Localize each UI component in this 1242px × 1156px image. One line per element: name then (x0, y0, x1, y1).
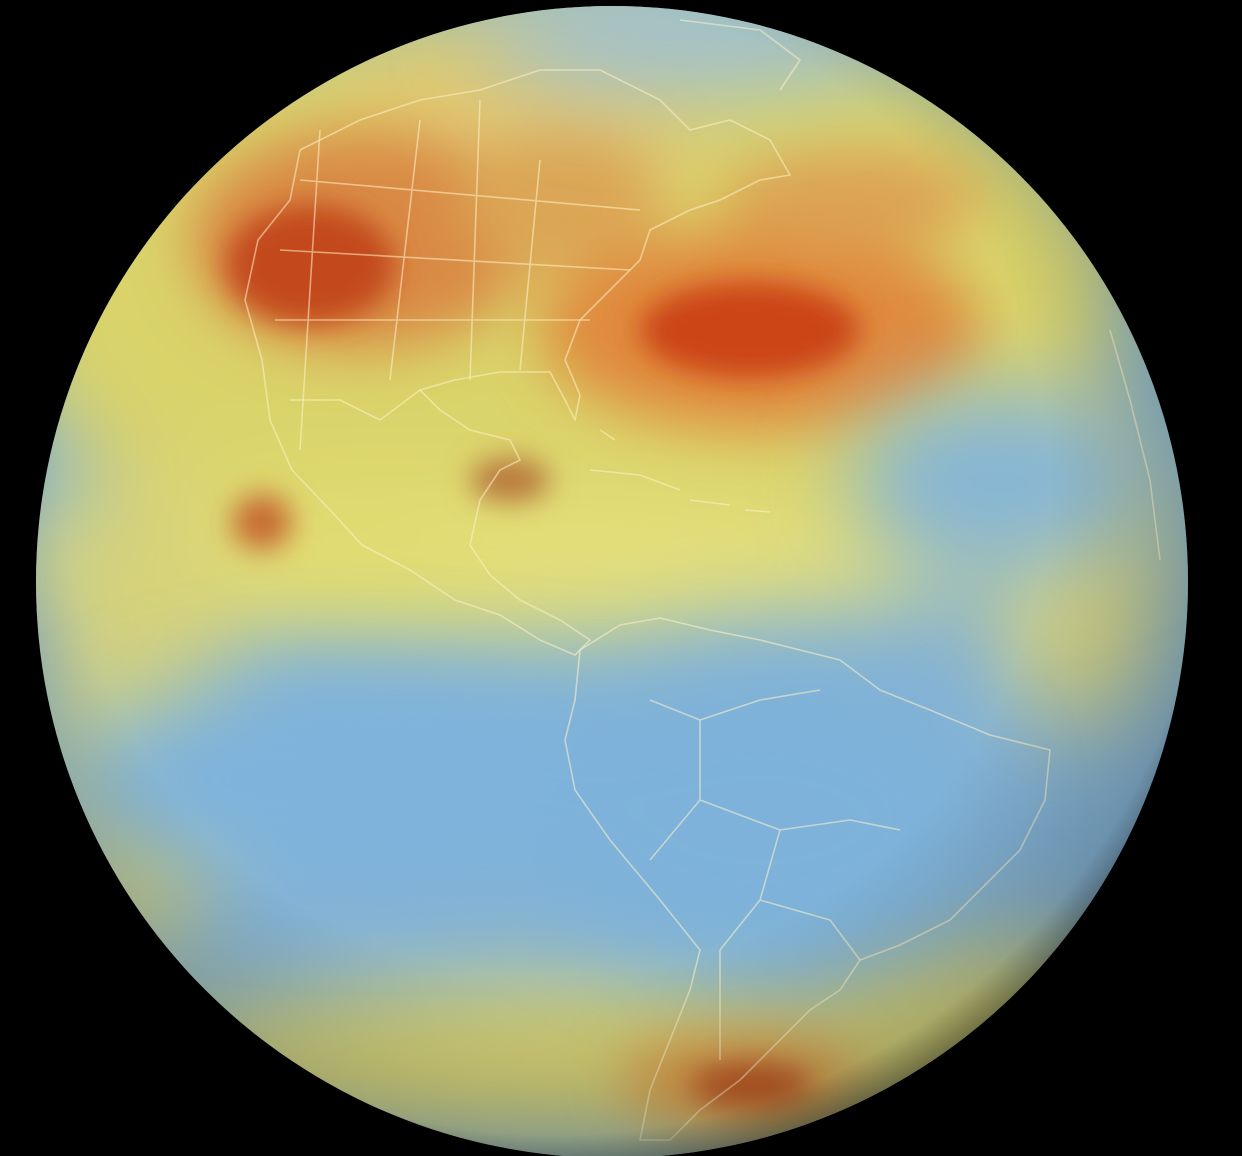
limb-shading (36, 6, 1188, 1156)
globe (36, 6, 1188, 1156)
